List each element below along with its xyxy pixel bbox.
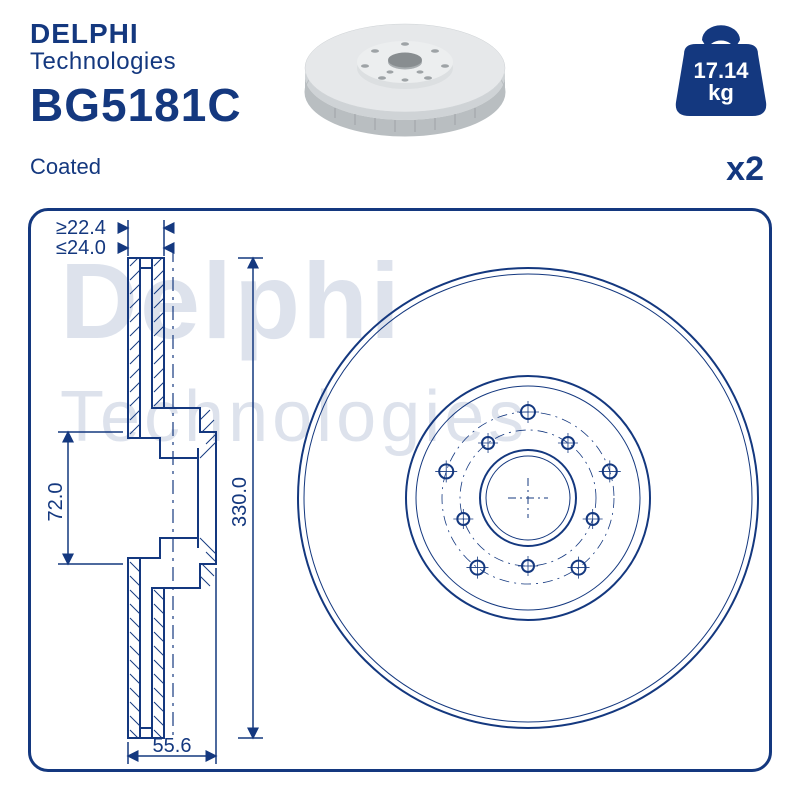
coated-label: Coated	[30, 154, 242, 180]
header-block: DELPHI Technologies BG5181C Coated	[30, 18, 242, 180]
disc-3d-render	[300, 18, 510, 158]
front-face-view	[298, 268, 758, 728]
dim-thickness: ≤24.0	[56, 237, 106, 259]
brand-name: DELPHI	[30, 18, 242, 50]
dim-diameter: 330.0	[229, 477, 251, 527]
quantity-label: x2	[726, 150, 764, 189]
side-section-view	[128, 248, 216, 738]
part-number: BG5181C	[30, 78, 242, 132]
weight-unit: kg	[708, 80, 734, 105]
dim-hub-height: 72.0	[45, 483, 67, 522]
dim-hub-diameter: 55.6	[153, 735, 192, 757]
weight-text: 17.14 kg	[672, 60, 770, 104]
dim-min-thickness: ≥22.4	[56, 217, 106, 239]
technical-diagram: ≥22.4 ≤24.0 72.0 330.0 55.6	[28, 208, 772, 772]
brand-subtitle: Technologies	[30, 48, 242, 76]
weight-badge: 17.14 kg	[672, 22, 770, 118]
